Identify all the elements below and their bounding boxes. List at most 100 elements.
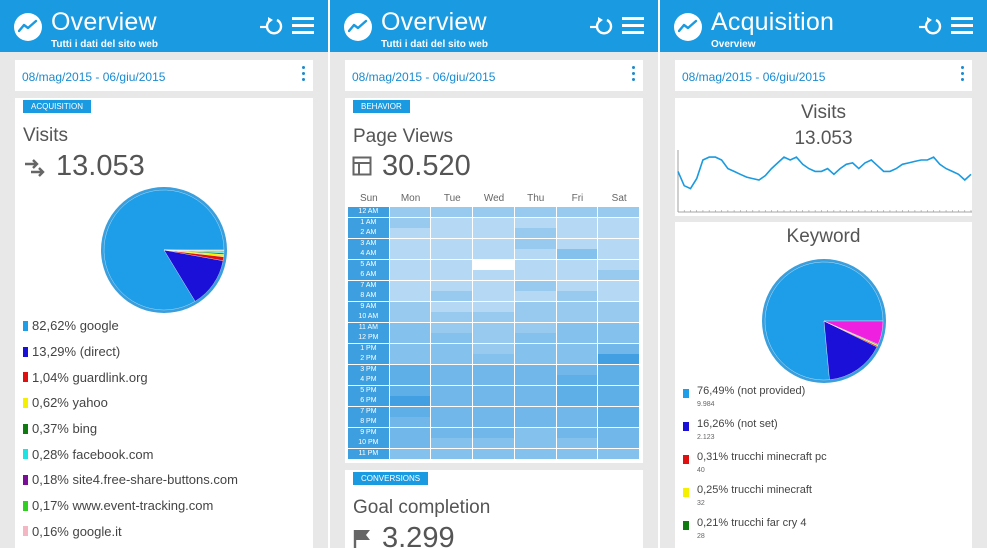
heatmap-cell bbox=[598, 270, 640, 280]
legend-swatch bbox=[683, 389, 689, 398]
heatmap-day-label: Sat bbox=[611, 193, 627, 204]
legend-count: 32 bbox=[697, 500, 705, 507]
date-range-label: 08/mag/2015 - 06/giu/2015 bbox=[352, 70, 496, 84]
page-title: Overview bbox=[51, 8, 157, 36]
heatmap-cell bbox=[514, 375, 556, 385]
heatmap-hour-label: 4 AM bbox=[348, 249, 389, 259]
pie-slice-not-set bbox=[823, 320, 878, 380]
heatmap-cell bbox=[514, 291, 556, 301]
acquisition-card[interactable]: ACQUISITION Visits 13.053 82,62% google 1… bbox=[15, 98, 313, 548]
legend-item: 82,62% google bbox=[23, 313, 238, 339]
legend-item: 0,18% site4.free-share-buttons.com bbox=[23, 467, 238, 493]
overview-pane: Overview Tutti i dati del sito web 08/ma… bbox=[0, 0, 328, 548]
legend-swatch bbox=[23, 320, 28, 331]
refresh-icon[interactable] bbox=[919, 16, 943, 38]
heatmap-hour-label: 10 AM bbox=[348, 312, 389, 322]
heatmap-cell bbox=[598, 333, 640, 343]
heatmap-cell bbox=[389, 396, 431, 406]
heatmap-cell bbox=[473, 343, 514, 354]
section-tag: BEHAVIOR bbox=[353, 100, 410, 113]
heatmap-cell bbox=[556, 322, 598, 333]
more-options-icon[interactable] bbox=[299, 66, 307, 86]
legend-label: 0,28% facebook.com bbox=[32, 446, 154, 462]
heatmap-row: 8 PM bbox=[348, 417, 640, 428]
legend-swatch bbox=[683, 521, 689, 530]
heatmap-cell bbox=[598, 343, 640, 354]
heatmap-cell bbox=[431, 354, 473, 364]
heatmap-cell bbox=[556, 448, 598, 459]
heatmap-cell bbox=[389, 385, 431, 396]
heatmap-cell bbox=[389, 406, 431, 417]
heatmap-cell bbox=[556, 364, 598, 375]
hamburger-menu-icon[interactable] bbox=[622, 17, 644, 35]
heatmap-hour-label: 5 AM bbox=[348, 259, 389, 270]
behavior-card[interactable]: BEHAVIOR Page Views 30.520 Sun Mon Tue Wed T… bbox=[345, 98, 643, 463]
heatmap-cell bbox=[473, 427, 514, 438]
heatmap-cell bbox=[473, 406, 514, 417]
heatmap-cell bbox=[431, 448, 473, 459]
hamburger-menu-icon[interactable] bbox=[951, 17, 973, 35]
more-options-icon[interactable] bbox=[958, 66, 966, 86]
card-title: Visits bbox=[23, 125, 69, 146]
keyword-card[interactable]: Keyword 76,49% (not provided) 9.984 16,26%… bbox=[675, 222, 972, 548]
source-pie-chart bbox=[101, 187, 227, 313]
analytics-logo-icon bbox=[344, 13, 372, 41]
visits-trend-card[interactable]: Visits 13.053 bbox=[675, 98, 972, 216]
refresh-icon[interactable] bbox=[260, 16, 284, 38]
date-range-bar[interactable]: 08/mag/2015 - 06/giu/2015 bbox=[675, 60, 972, 91]
card-title: Keyword bbox=[786, 226, 861, 247]
heatmap-cell bbox=[598, 291, 640, 301]
heatmap-hour-label: 2 AM bbox=[348, 228, 389, 238]
heatmap-cell bbox=[598, 375, 640, 385]
heatmap-row: 2 AM bbox=[348, 228, 640, 239]
section-tag: ACQUISITION bbox=[23, 100, 92, 113]
heatmap-cell bbox=[431, 396, 473, 406]
heatmap-cell bbox=[598, 280, 640, 291]
card-title: Visits bbox=[800, 102, 847, 123]
heatmap-cell bbox=[556, 396, 598, 406]
date-range-bar[interactable]: 08/mag/2015 - 06/giu/2015 bbox=[15, 60, 313, 91]
heatmap-row: 10 PM bbox=[348, 438, 640, 449]
heatmap-cell bbox=[389, 301, 431, 312]
source-legend: 82,62% google 13,29% (direct) 1,04% guardl… bbox=[23, 313, 238, 544]
heatmap-row: 4 PM bbox=[348, 375, 640, 386]
heatmap-day-label: Thu bbox=[527, 193, 545, 204]
heatmap-hour-label: 9 AM bbox=[348, 301, 389, 312]
heatmap-cell bbox=[473, 385, 514, 396]
legend-item: 0,37% bing bbox=[23, 416, 238, 442]
heatmap-cell bbox=[556, 406, 598, 417]
heatmap-row: 9 PM bbox=[348, 427, 640, 439]
legend-swatch bbox=[683, 488, 689, 497]
heatmap-cell bbox=[514, 343, 556, 354]
heatmap-cell bbox=[389, 259, 431, 270]
hamburger-menu-icon[interactable] bbox=[292, 17, 314, 35]
heatmap-cell bbox=[556, 259, 598, 270]
heatmap-cell bbox=[431, 217, 473, 228]
heatmap-cell bbox=[556, 438, 598, 448]
heatmap-cell bbox=[556, 343, 598, 354]
legend-label: 0,17% www.event-tracking.com bbox=[32, 498, 214, 514]
card-title: Goal completion bbox=[353, 497, 491, 518]
heatmap-hour-label: 6 AM bbox=[348, 270, 389, 280]
heatmap-hour-label: 8 PM bbox=[348, 417, 389, 427]
goal-total: 3.299 bbox=[382, 522, 455, 548]
heatmap-cell bbox=[431, 249, 473, 259]
heatmap-cell bbox=[598, 207, 640, 217]
heatmap-hour-label: 12 AM bbox=[348, 207, 389, 217]
legend-count: 9.984 bbox=[697, 401, 715, 408]
page-title: Acquisition bbox=[711, 8, 835, 36]
keyword-pie-chart bbox=[762, 259, 886, 383]
legend-item: 0,62% yahoo bbox=[23, 390, 238, 416]
conversions-card[interactable]: CONVERSIONS Goal completion 3.299 bbox=[345, 470, 643, 548]
heatmap-row: 4 AM bbox=[348, 249, 640, 260]
heatmap-cell bbox=[431, 228, 473, 238]
heatmap-cell bbox=[598, 217, 640, 228]
heatmap-hour-label: 3 PM bbox=[348, 364, 389, 375]
heatmap-day-label: Mon bbox=[400, 193, 421, 204]
more-options-icon[interactable] bbox=[629, 66, 637, 86]
legend-item: 0,17% www.event-tracking.com bbox=[23, 493, 238, 519]
legend-item: 0,28% facebook.com bbox=[23, 441, 238, 467]
refresh-icon[interactable] bbox=[590, 16, 614, 38]
date-range-bar[interactable]: 08/mag/2015 - 06/giu/2015 bbox=[345, 60, 643, 91]
heatmap-row: 11 AM bbox=[348, 322, 640, 334]
